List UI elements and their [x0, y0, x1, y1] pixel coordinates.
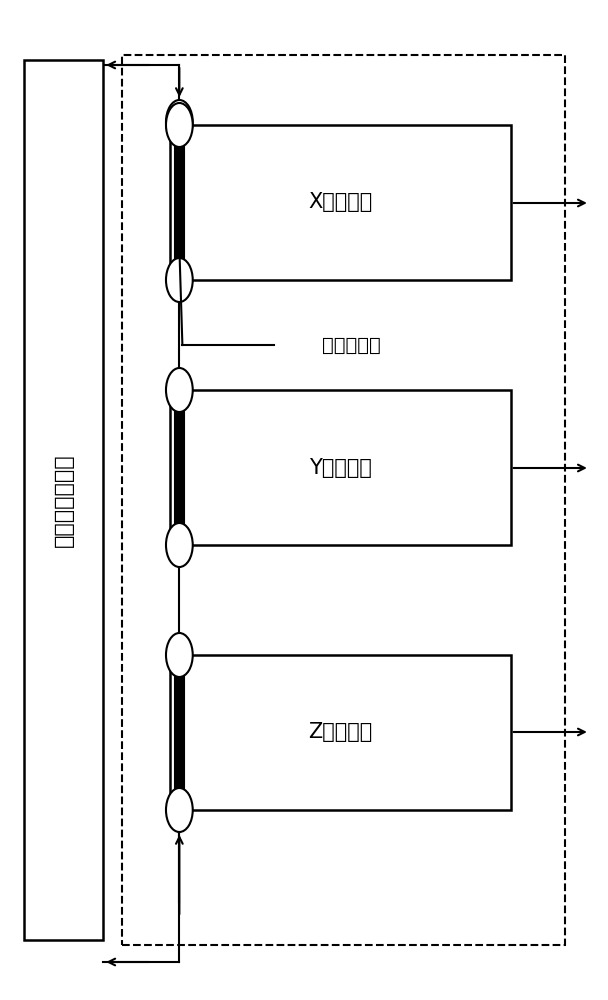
Bar — [170, 125, 511, 280]
Text: 置位、复位模块: 置位、复位模块 — [54, 453, 74, 547]
Bar — [122, 55, 565, 945]
Bar — [170, 390, 511, 545]
Text: X磁传感器: X磁传感器 — [308, 192, 373, 213]
Bar — [24, 60, 103, 940]
Text: 极化电阵带: 极化电阵带 — [322, 336, 381, 355]
Circle shape — [166, 788, 193, 832]
Text: Z磁传感器: Z磁传感器 — [308, 722, 373, 742]
Bar — [170, 655, 511, 810]
Circle shape — [166, 633, 193, 677]
Text: Y磁传感器: Y磁传感器 — [309, 458, 372, 478]
Circle shape — [166, 368, 193, 412]
Circle shape — [166, 103, 193, 147]
Circle shape — [166, 258, 193, 302]
Circle shape — [166, 523, 193, 567]
Circle shape — [166, 100, 193, 144]
